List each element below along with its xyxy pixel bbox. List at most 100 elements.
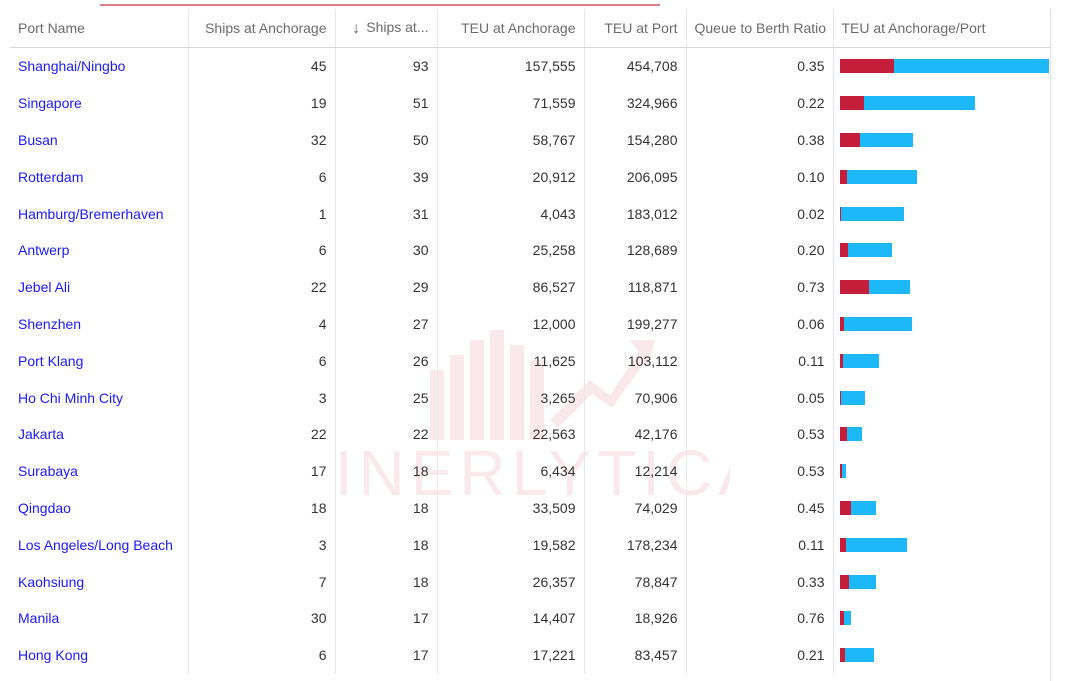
teu-port-segment[interactable] xyxy=(843,316,912,331)
teu-anchorage-segment[interactable] xyxy=(839,353,844,368)
teu-bar-cell xyxy=(832,599,1050,637)
teu-anchorage-segment[interactable] xyxy=(839,611,845,626)
teu-port-segment[interactable] xyxy=(869,280,910,295)
port-link[interactable]: Manila xyxy=(18,610,60,627)
teu-anchorage-segment[interactable] xyxy=(839,280,870,295)
port-name-cell[interactable]: Hong Kong xyxy=(10,637,188,674)
teu-at-anchorage-cell: 58,767 xyxy=(436,121,584,159)
teu-anchorage-segment[interactable] xyxy=(839,132,860,147)
teu-anchorage-segment[interactable] xyxy=(839,316,844,331)
teu-anchorage-segment[interactable] xyxy=(839,574,849,589)
port-link[interactable]: Hong Kong xyxy=(18,647,89,664)
port-link[interactable]: Singapore xyxy=(18,95,82,112)
teu-port-segment[interactable] xyxy=(864,96,976,111)
teu-anchorage-segment[interactable] xyxy=(839,206,841,221)
port-name-cell[interactable]: Ho Chi Minh City xyxy=(10,379,188,416)
port-name-cell[interactable]: Rotterdam xyxy=(10,158,188,195)
port-link[interactable]: Shanghai/Ningbo xyxy=(18,58,126,75)
teu-anchorage-segment[interactable] xyxy=(839,59,894,74)
teu-anchorage-segment[interactable] xyxy=(839,169,847,184)
teu-anchorage-segment[interactable] xyxy=(839,500,851,515)
teu-at-port-cell: 74,029 xyxy=(583,489,686,527)
queue-ratio-cell: 0.22 xyxy=(685,84,833,122)
table-row: Busan 32 50 58,767 154,280 0.38 xyxy=(10,121,1050,159)
port-name-cell[interactable]: Antwerp xyxy=(10,232,188,269)
port-name-cell[interactable]: Manila xyxy=(10,600,188,637)
port-link[interactable]: Rotterdam xyxy=(18,168,84,185)
teu-port-segment[interactable] xyxy=(850,500,877,515)
teu-stacked-bar xyxy=(839,574,1051,589)
port-link[interactable]: Shenzhen xyxy=(18,315,82,332)
port-link[interactable]: Ho Chi Minh City xyxy=(18,389,124,406)
port-link[interactable]: Los Angeles/Long Beach xyxy=(18,536,173,553)
teu-at-port-cell: 206,095 xyxy=(583,158,686,196)
column-header-teu-at-port[interactable]: TEU at Port xyxy=(583,9,686,48)
port-name-cell[interactable]: Surabaya xyxy=(10,453,188,490)
teu-anchorage-segment[interactable] xyxy=(839,537,847,552)
teu-bar-cell xyxy=(832,526,1050,564)
port-name-cell[interactable]: Hamburg/Bremerhaven xyxy=(10,195,188,232)
teu-port-segment[interactable] xyxy=(848,574,876,589)
table-row: Antwerp 6 30 25,258 128,689 0.20 xyxy=(10,231,1050,269)
teu-port-segment[interactable] xyxy=(859,132,913,147)
column-header-port-name[interactable]: Port Name xyxy=(10,9,188,48)
port-link[interactable]: Antwerp xyxy=(18,242,70,259)
port-link[interactable]: Surabaya xyxy=(18,463,78,480)
teu-port-segment[interactable] xyxy=(845,648,875,663)
port-name-cell[interactable]: Qingdao xyxy=(10,490,188,527)
teu-port-segment[interactable] xyxy=(841,206,904,221)
port-link[interactable]: Hamburg/Bremerhaven xyxy=(18,205,164,222)
port-name-cell[interactable]: Shanghai/Ningbo xyxy=(10,48,188,85)
teu-at-anchorage-cell: 25,258 xyxy=(436,231,584,269)
teu-bar-cell xyxy=(832,636,1050,674)
teu-port-segment[interactable] xyxy=(841,390,866,405)
teu-port-segment[interactable] xyxy=(848,243,893,258)
teu-bar-cell xyxy=(832,305,1050,343)
teu-at-anchorage-cell: 17,221 xyxy=(436,636,584,674)
port-name-cell[interactable]: Los Angeles/Long Beach xyxy=(10,526,188,563)
teu-bar-cell xyxy=(832,121,1050,159)
teu-port-segment[interactable] xyxy=(843,353,879,368)
port-name-cell[interactable]: Shenzhen xyxy=(10,306,188,343)
teu-anchorage-segment[interactable] xyxy=(839,96,865,111)
teu-anchorage-segment[interactable] xyxy=(839,464,842,479)
teu-anchorage-segment[interactable] xyxy=(839,390,841,405)
port-name-cell[interactable]: Singapore xyxy=(10,85,188,122)
header-row: Port Name Ships at Anchorage ↓ Ships at..… xyxy=(10,9,1050,48)
port-name-cell[interactable]: Jakarta xyxy=(10,416,188,453)
table-right-border xyxy=(1050,9,1051,681)
teu-bar-cell xyxy=(832,231,1050,269)
teu-port-segment[interactable] xyxy=(846,169,918,184)
port-link[interactable]: Qingdao xyxy=(18,499,71,516)
column-header-ships-at-anchorage[interactable]: Ships at Anchorage xyxy=(187,9,335,48)
column-header-ships-at-port[interactable]: ↓ Ships at... xyxy=(334,9,437,48)
column-header-teu-at-anchorage[interactable]: TEU at Anchorage xyxy=(436,9,584,48)
port-link[interactable]: Kaohsiung xyxy=(18,573,85,590)
teu-stacked-bar xyxy=(839,353,1051,368)
ships-at-anchorage-cell: 4 xyxy=(187,305,335,343)
port-name-cell[interactable]: Port Klang xyxy=(10,342,188,379)
port-link[interactable]: Jakarta xyxy=(18,426,64,443)
ships-at-port-cell: 51 xyxy=(334,84,437,122)
port-name-cell[interactable]: Kaohsiung xyxy=(10,563,188,600)
teu-port-segment[interactable] xyxy=(844,611,851,626)
teu-port-segment[interactable] xyxy=(847,427,862,442)
teu-at-anchorage-cell: 22,563 xyxy=(436,415,584,453)
teu-port-segment[interactable] xyxy=(841,464,846,479)
teu-port-segment[interactable] xyxy=(893,59,1050,74)
sort-descending-icon: ↓ xyxy=(352,19,361,37)
teu-anchorage-segment[interactable] xyxy=(839,243,849,258)
teu-anchorage-segment[interactable] xyxy=(839,427,848,442)
teu-at-anchorage-cell: 33,509 xyxy=(436,489,584,527)
port-link[interactable]: Jebel Ali xyxy=(18,279,71,296)
teu-anchorage-segment[interactable] xyxy=(839,648,846,663)
teu-at-port-cell: 183,012 xyxy=(583,195,686,232)
ships-at-anchorage-cell: 6 xyxy=(187,231,335,269)
teu-port-segment[interactable] xyxy=(846,537,908,552)
port-link[interactable]: Busan xyxy=(18,131,58,148)
port-name-cell[interactable]: Busan xyxy=(10,122,188,159)
column-header-queue-ratio[interactable]: Queue to Berth Ratio xyxy=(685,9,833,48)
column-header-teu-anchorage-port[interactable]: TEU at Anchorage/Port xyxy=(832,9,1050,48)
port-link[interactable]: Port Klang xyxy=(18,352,84,369)
port-name-cell[interactable]: Jebel Ali xyxy=(10,269,188,306)
